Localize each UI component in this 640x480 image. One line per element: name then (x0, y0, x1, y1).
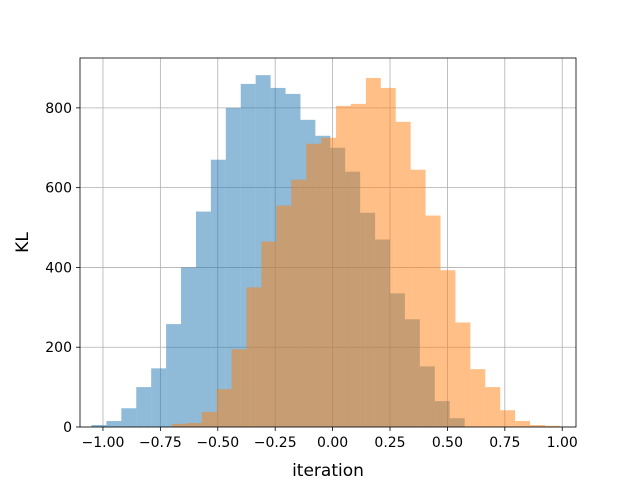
histogram-bar-series-2 (306, 143, 322, 427)
histogram-bar-series-1 (210, 159, 226, 428)
x-tick-label: −0.50 (196, 435, 239, 451)
histogram-bar-series-2 (350, 103, 366, 428)
bars (91, 75, 560, 428)
histogram-bar-series-2 (276, 205, 292, 427)
histogram-bar-series-2 (186, 423, 202, 427)
x-tick-label: 0.50 (432, 435, 463, 451)
x-axis-label: iteration (292, 461, 364, 480)
histogram-bar-series-2 (440, 270, 456, 427)
x-tick-label: 1.00 (547, 435, 578, 451)
histogram-bar-series-2 (231, 349, 247, 427)
plot-area-frame (79, 57, 577, 428)
histogram-bar-series-2 (500, 410, 516, 427)
histogram-bar-series-1 (136, 387, 152, 427)
histogram-bar-series-1 (195, 211, 211, 427)
histogram-bar-series-2 (380, 87, 396, 428)
histogram-bar-series-1 (121, 408, 137, 427)
histogram-bar-series-2 (336, 105, 351, 427)
y-axis-label: KL (13, 232, 33, 253)
histogram-bar-series-2 (216, 389, 232, 427)
x-axis-ticks: −1.00 −0.75 −0.50 −0.25 0.00 0.25 0.50 0.75 1.00 (82, 427, 578, 451)
histogram-bar-series-2 (485, 387, 501, 427)
histogram-bar-series-2 (545, 425, 560, 427)
histogram-bar-series-2 (261, 241, 277, 427)
histogram-bar-series-2 (455, 322, 471, 427)
histogram-bar-series-2 (530, 425, 545, 427)
histogram-bar-series-2 (291, 179, 307, 427)
y-tick-label: 400 (45, 260, 72, 276)
histogram-bar-series-1 (106, 421, 122, 427)
histogram-bar-series-2 (201, 411, 217, 427)
x-tick-label: −0.75 (139, 435, 182, 451)
histogram-bar-series-1 (166, 324, 182, 427)
histogram-bar-series-1 (181, 267, 196, 427)
x-tick-label: 0.00 (317, 435, 348, 451)
y-axis-ticks: 0 200 400 600 800 (45, 101, 80, 436)
x-tick-label: 0.75 (489, 435, 520, 451)
x-tick-label: 0.25 (374, 435, 405, 451)
histogram-bar-series-2 (395, 121, 411, 427)
histogram-bar-series-1 (91, 425, 107, 427)
histogram-bar-series-2 (470, 369, 486, 427)
y-tick-label: 200 (45, 340, 72, 356)
histogram-bar-series-2 (246, 287, 262, 427)
histogram-bar-series-2 (425, 215, 441, 427)
y-tick-label: 800 (45, 101, 72, 117)
histogram-bar-series-2 (365, 77, 381, 427)
y-tick-label: 600 (45, 181, 72, 197)
x-tick-label: −1.00 (82, 435, 125, 451)
histogram-bar-series-2 (410, 169, 426, 427)
histogram-bar-series-1 (225, 107, 241, 427)
histogram-bar-series-2 (171, 423, 187, 427)
histogram-bar-series-2 (515, 421, 531, 427)
histogram-bar-series-1 (151, 368, 167, 427)
x-tick-label: −0.25 (254, 435, 297, 451)
y-tick-label: 0 (63, 420, 72, 436)
histogram-bar-series-2 (321, 137, 337, 427)
